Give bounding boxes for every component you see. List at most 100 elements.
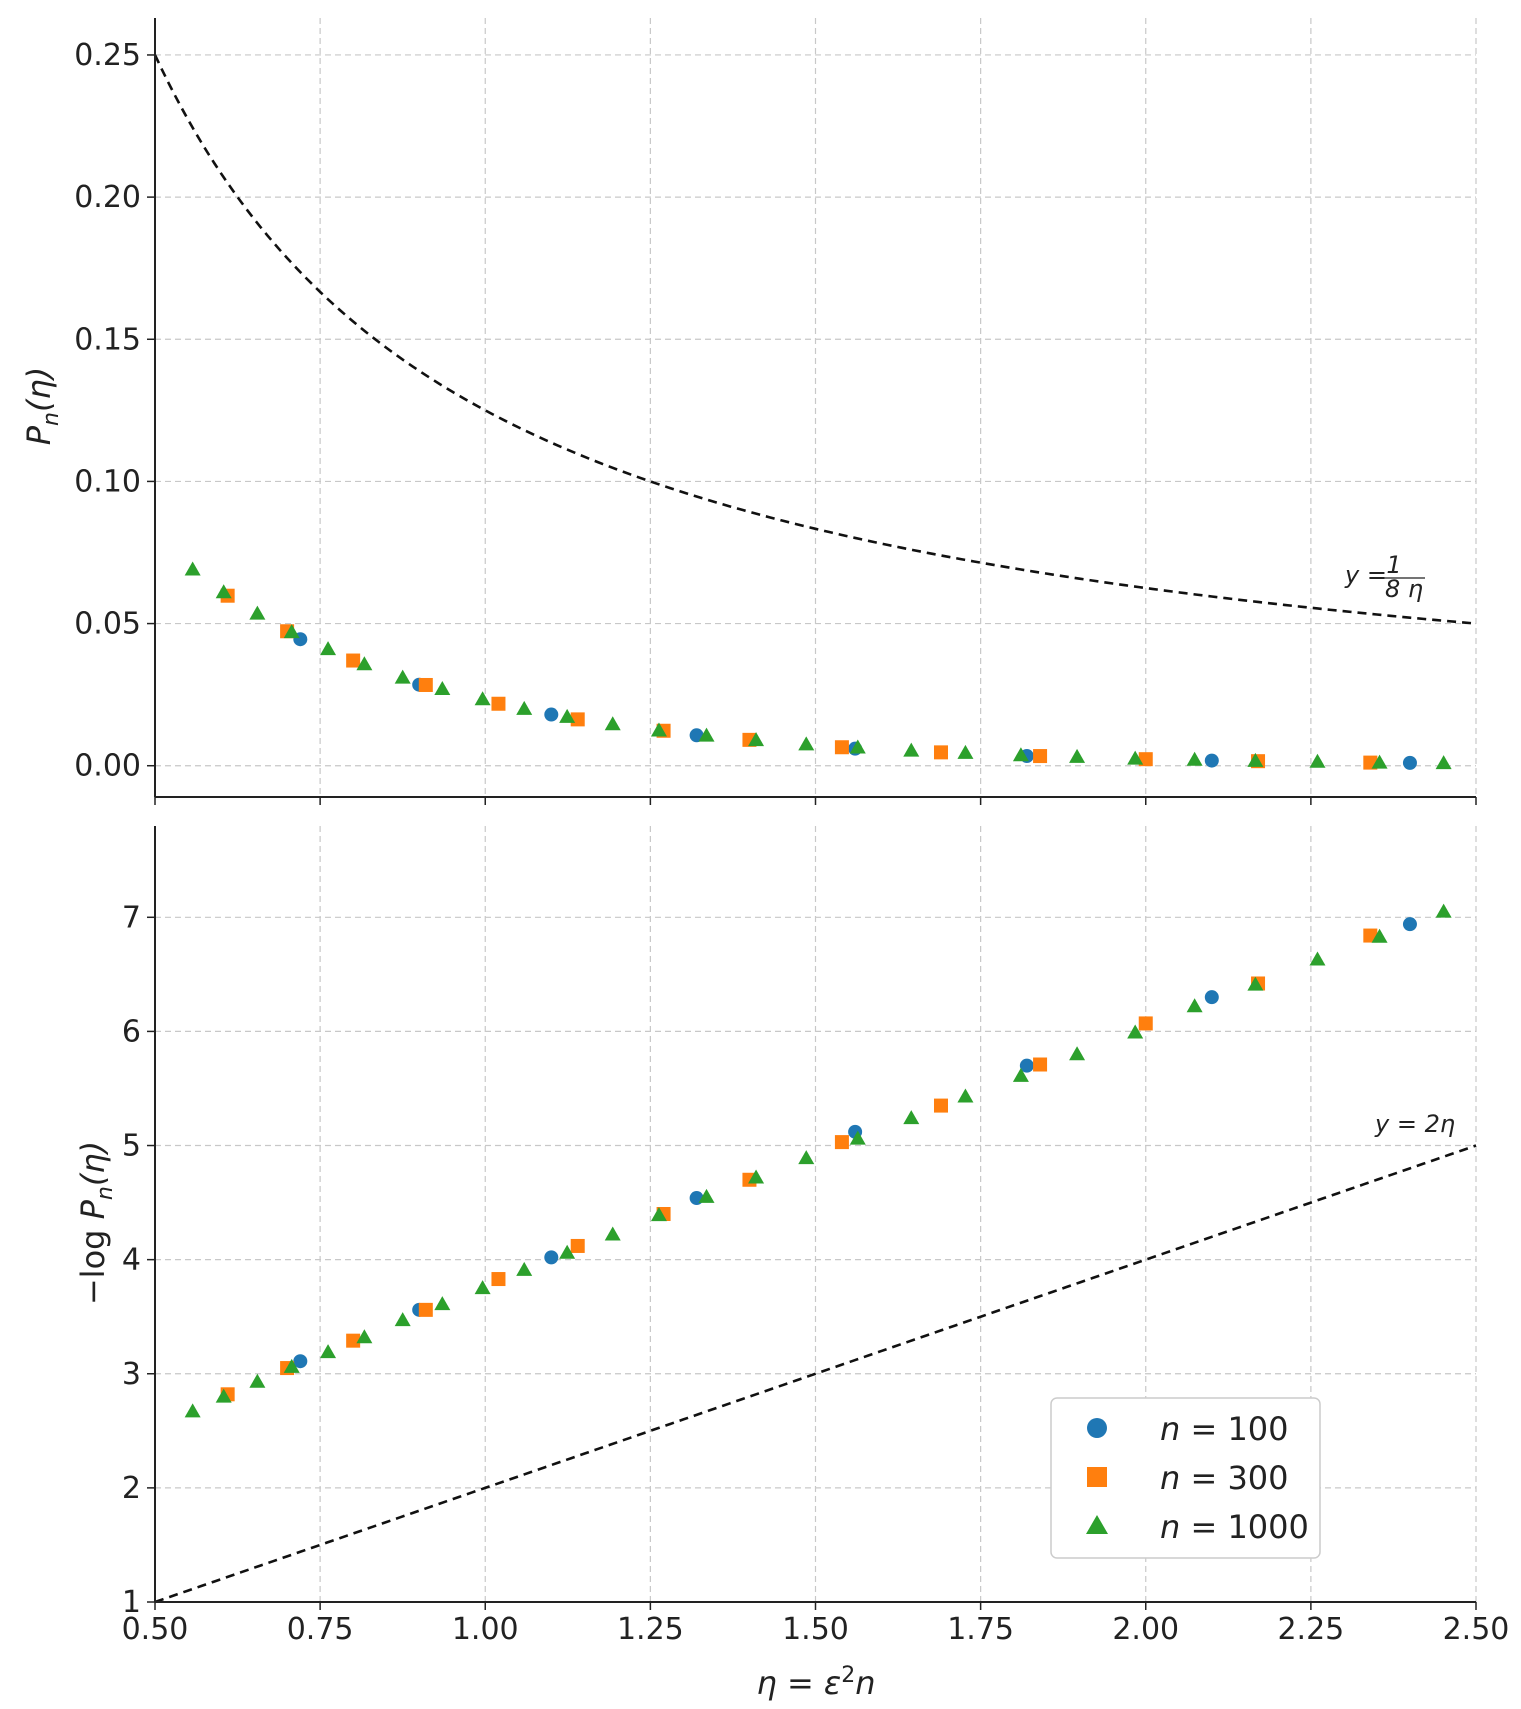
- bottom-point-n300: [834, 1135, 849, 1150]
- x-tick-label: 1.25: [617, 1612, 684, 1647]
- legend-entry-n1000: n = 1000: [1086, 1508, 1309, 1546]
- x-tick-label: 2.50: [1443, 1612, 1510, 1647]
- top-point-n300: [933, 745, 948, 760]
- x-tick-label: 0.75: [287, 1612, 354, 1647]
- top-point-n1000: [1012, 747, 1029, 762]
- top-point-n1000: [849, 739, 866, 754]
- legend-label-n100: n = 100: [1160, 1410, 1289, 1448]
- top-point-n300: [346, 653, 361, 668]
- bottom-reference-curve: [154, 1144, 1477, 1604]
- top-point-n1000: [957, 744, 974, 759]
- top-point-n1000: [356, 656, 373, 671]
- bottom-point-n300: [933, 1098, 948, 1113]
- bottom-point-n1000: [215, 1388, 232, 1403]
- bottom-point-n100: [544, 1250, 559, 1265]
- bottom-point-n1000: [320, 1344, 337, 1359]
- top-y-tick-label: 0.05: [74, 607, 141, 642]
- top-point-n300: [570, 712, 585, 727]
- bottom-y-tick-label: 1: [122, 1585, 141, 1620]
- top-point-n300: [418, 677, 433, 692]
- bottom-point-n300: [1033, 1057, 1048, 1072]
- bottom-point-n100: [1019, 1058, 1034, 1073]
- bottom-point-n1000: [559, 1244, 576, 1259]
- x-tick-label: 1.50: [782, 1612, 849, 1647]
- top-point-n300: [1033, 749, 1048, 764]
- svg-text:y =: y =: [1344, 561, 1387, 589]
- top-y-tick-label: 0.10: [74, 464, 141, 499]
- top-point-n1000: [184, 561, 201, 576]
- bottom-y-tick-label: 5: [122, 1129, 141, 1164]
- bottom-point-n1000: [903, 1110, 920, 1125]
- bottom-points: [184, 903, 1452, 1418]
- bottom-point-n1000: [957, 1088, 974, 1103]
- bottom-point-n1000: [849, 1130, 866, 1145]
- bottom-point-n300: [418, 1302, 433, 1317]
- top-point-n1000: [748, 732, 765, 747]
- bottom-point-n1000: [748, 1169, 765, 1184]
- top-point-n300: [834, 740, 849, 755]
- top-point-n100: [1204, 753, 1219, 768]
- bottom-point-n300: [1138, 1016, 1153, 1031]
- legend-entry-n300: n = 300: [1087, 1459, 1289, 1497]
- bottom-point-n300: [491, 1272, 506, 1287]
- top-point-n1000: [283, 624, 300, 639]
- bottom-point-n1000: [1012, 1067, 1029, 1082]
- top-point-n1000: [1069, 748, 1086, 763]
- bottom-point-n1000: [1247, 976, 1264, 991]
- x-tick-label: 1.75: [947, 1612, 1014, 1647]
- bottom-point-n100: [1402, 917, 1417, 932]
- bottom-point-n1000: [474, 1280, 491, 1295]
- top-point-n1000: [249, 605, 266, 620]
- top-point-n1000: [394, 669, 411, 684]
- legend: n = 100 n = 300 n = 1000: [1050, 1397, 1321, 1559]
- top-point-n300: [1138, 752, 1153, 767]
- top-point-n1000: [698, 727, 715, 742]
- bottom-point-n1000: [798, 1150, 815, 1165]
- legend-entry-n100: n = 100: [1087, 1410, 1289, 1448]
- top-point-n1000: [516, 700, 533, 715]
- top-point-n1000: [434, 680, 451, 695]
- top-point-n1000: [474, 691, 491, 706]
- top-point-n300: [491, 696, 506, 711]
- legend-marker-n1000: [1086, 1515, 1108, 1534]
- top-point-n1000: [1371, 754, 1388, 769]
- bottom-reference-line: [154, 1144, 1477, 1604]
- bottom-point-n1000: [434, 1296, 451, 1311]
- top-ticks: 0.00 0.05 0.10 0.15 0.20 0.25: [74, 38, 1477, 805]
- bottom-point-n1000: [394, 1312, 411, 1327]
- x-tick-label: 2.00: [1112, 1612, 1179, 1647]
- bottom-point-n1000: [1435, 903, 1452, 918]
- top-reference-line: [153, 54, 1477, 625]
- bottom-point-n1000: [516, 1261, 533, 1276]
- x-tick-label: 2.25: [1277, 1612, 1344, 1647]
- svg-text:1: 1: [1386, 551, 1401, 579]
- x-tick-label: 1.00: [452, 1612, 519, 1647]
- legend-marker-n100: [1087, 1418, 1107, 1438]
- legend-marker-n300: [1087, 1467, 1107, 1487]
- top-y-tick-label: 0.15: [74, 322, 141, 357]
- bottom-point-n300: [346, 1333, 361, 1348]
- x-axis-title: η = ε2n: [756, 1663, 875, 1702]
- bottom-y-tick-label: 6: [122, 1014, 141, 1049]
- legend-label-n300: n = 300: [1160, 1459, 1289, 1497]
- top-point-n1000: [1435, 755, 1452, 770]
- top-point-n1000: [1186, 751, 1203, 766]
- annotation-two-eta: y = 2η: [1374, 1110, 1455, 1138]
- svg-text:8 η: 8 η: [1385, 575, 1423, 603]
- top-points: [184, 561, 1452, 770]
- bottom-panel: 0.50 0.75 1.00 1.25 1.50 1.75 2.00 2.25 2.50 1 2 3 4…: [122, 826, 1510, 1647]
- bottom-point-n100: [1204, 990, 1219, 1005]
- bottom-y-tick-label: 4: [122, 1243, 141, 1278]
- bottom-y-tick-label: 7: [122, 900, 141, 935]
- top-point-n1000: [215, 584, 232, 599]
- top-y-tick-label: 0.00: [74, 749, 141, 784]
- top-reference-curve: [153, 54, 1477, 625]
- top-point-n1000: [604, 716, 621, 731]
- bottom-y-tick-label: 2: [122, 1471, 141, 1506]
- top-y-tick-label: 0.25: [74, 38, 141, 73]
- bottom-point-n1000: [1309, 951, 1326, 966]
- bottom-point-n1000: [1371, 928, 1388, 943]
- x-tick-label: 0.50: [122, 1612, 189, 1647]
- bottom-point-n1000: [184, 1403, 201, 1418]
